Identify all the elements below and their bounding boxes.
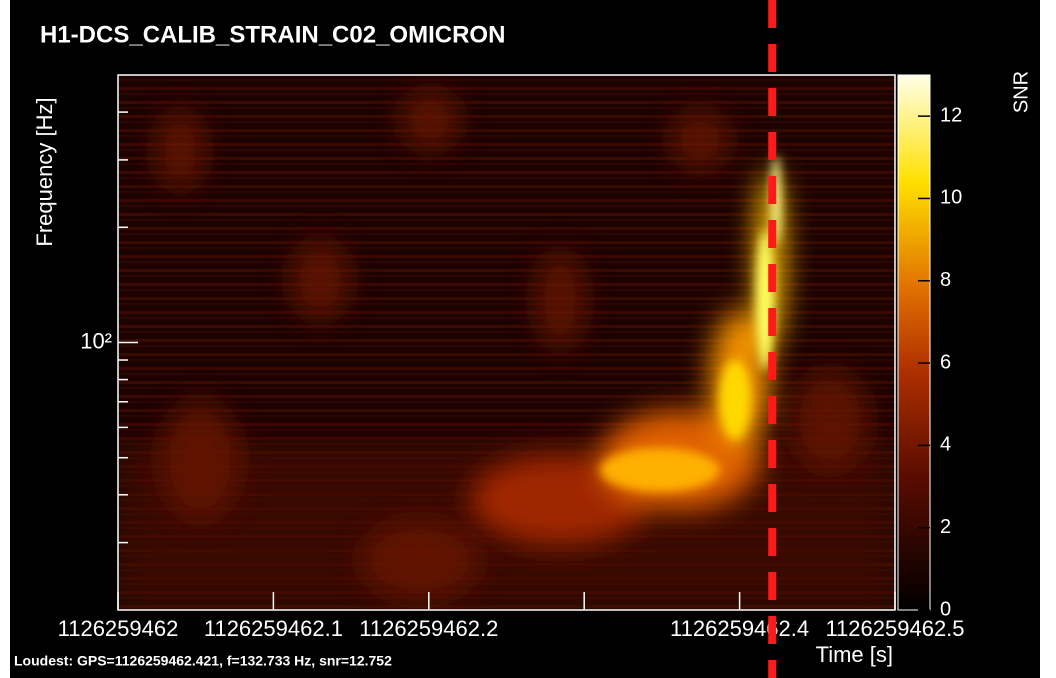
x-tick-label: 1126259462.4 [670, 616, 809, 641]
x-axis-label: Time [s] [816, 642, 893, 667]
y-axis-label: Frequency [Hz] [32, 97, 57, 246]
colorbar-tick-label: 10 [940, 187, 962, 209]
spectrogram [118, 75, 895, 610]
colorbar-tick-label: 6 [940, 351, 951, 373]
y-tick-label: 10² [80, 328, 112, 353]
chart-title: H1-DCS_CALIB_STRAIN_C02_OMICRON [40, 21, 505, 48]
x-tick-label: 1126259462.5 [825, 616, 964, 641]
colorbar-tick-label: 4 [940, 434, 951, 456]
colorbar-tick-label: 0 [940, 598, 951, 620]
x-tick-label: 1126259462 [58, 616, 179, 641]
annotation: Loudest: GPS=1126259462.421, f=132.733 H… [14, 653, 392, 669]
colorbar-tick-label: 8 [940, 269, 951, 291]
colorbar-label: SNR [1010, 71, 1032, 113]
x-tick-label: 1126259462.1 [204, 616, 343, 641]
x-tick-label: 1126259462.2 [359, 616, 498, 641]
colorbar-tick-label: 12 [940, 104, 962, 126]
colorbar-tick-label: 2 [940, 516, 951, 538]
colorbar [897, 74, 931, 611]
